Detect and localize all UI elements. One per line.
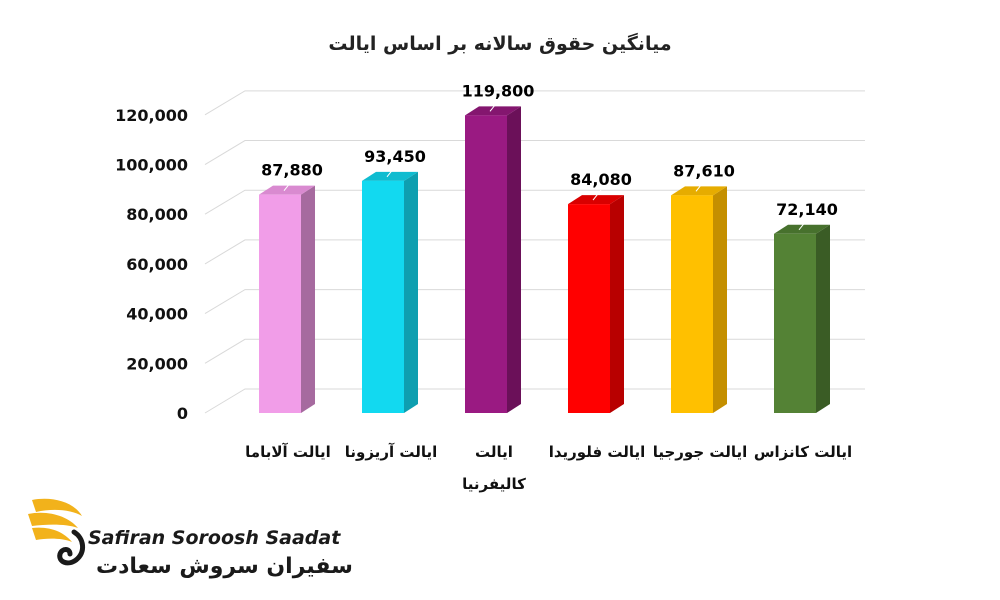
category-label: ایالت آلاباما	[245, 443, 331, 461]
category-label: ایالت جورجیا	[653, 443, 748, 461]
data-label-leader	[592, 189, 602, 201]
data-label-leader	[386, 166, 396, 178]
y-axis-ticks: 0 20,000 40,000 60,000 80,000 100,000 120,000	[115, 106, 188, 423]
y-tick-label: 20,000	[126, 354, 188, 373]
bar-top	[362, 171, 418, 181]
category-label: کالیفرنیا	[462, 475, 526, 493]
category-label: ایالت آریزونا	[345, 443, 437, 461]
data-label: 72,140	[776, 200, 838, 219]
y-tick-label: 120,000	[115, 106, 188, 125]
data-labels: 87,880 93,450 119,800 84,080 87,610 72,140	[261, 81, 838, 231]
grid-line	[204, 289, 865, 315]
bar-top	[568, 195, 624, 205]
grid-lines	[204, 90, 865, 414]
category-label: ایالت	[475, 443, 513, 461]
bar	[465, 106, 521, 413]
bar-front	[568, 204, 610, 413]
bar-top	[259, 185, 315, 195]
bar-front	[774, 233, 816, 413]
bar-front	[465, 115, 507, 413]
grid-line	[204, 140, 865, 165]
logo-text-en: Safiran Soroosh Saadat	[88, 527, 341, 549]
category-labels: ایالت آلاباما ایالت آریزونا ایالت کالیفرنیا…	[245, 443, 852, 493]
grid-line	[204, 189, 865, 215]
data-label-leader	[283, 180, 293, 191]
category-label: ایالت فلوریدا	[549, 443, 646, 461]
bar-front	[362, 180, 404, 413]
bar-top	[774, 224, 830, 234]
bar-side	[404, 171, 418, 413]
bar-side	[816, 224, 830, 413]
bar-side	[301, 185, 315, 413]
chart-title: میانگین حقوق سالانه بر اساس ایالت	[328, 32, 671, 55]
bar-top	[671, 186, 727, 196]
data-label: 87,880	[261, 161, 323, 180]
bars	[259, 106, 830, 413]
bar-side	[610, 195, 624, 413]
y-tick-label: 80,000	[126, 205, 188, 224]
y-tick-label: 60,000	[126, 255, 188, 274]
y-tick-label: 40,000	[126, 305, 188, 324]
bar	[671, 186, 727, 413]
grid-line	[204, 239, 865, 265]
phoenix-logo-icon	[28, 498, 85, 566]
bar-front	[671, 195, 713, 413]
bar-top	[465, 106, 521, 116]
bar	[568, 195, 624, 413]
bar	[362, 171, 418, 413]
bar	[259, 185, 315, 413]
bar-side	[507, 106, 521, 413]
data-label: 87,610	[673, 161, 735, 180]
data-label: 119,800	[462, 81, 535, 100]
data-label: 84,080	[570, 170, 632, 189]
bar-side	[713, 186, 727, 413]
data-label-leader	[695, 181, 705, 192]
logo-text-fa: سفیران سروش سعادت	[96, 554, 353, 579]
grid-line	[204, 90, 865, 116]
grid-line	[204, 388, 865, 414]
category-label: ایالت کانزاس	[754, 443, 852, 461]
bar-front	[259, 194, 301, 413]
y-tick-label: 0	[177, 404, 188, 423]
y-tick-label: 100,000	[115, 156, 188, 175]
data-label-leader	[489, 101, 499, 112]
company-logo: Safiran Soroosh Saadat سفیران سروش سعادت	[22, 492, 353, 584]
data-label: 93,450	[364, 147, 426, 166]
grid-line	[204, 338, 865, 364]
data-label-leader	[798, 219, 808, 231]
bar	[774, 224, 830, 413]
